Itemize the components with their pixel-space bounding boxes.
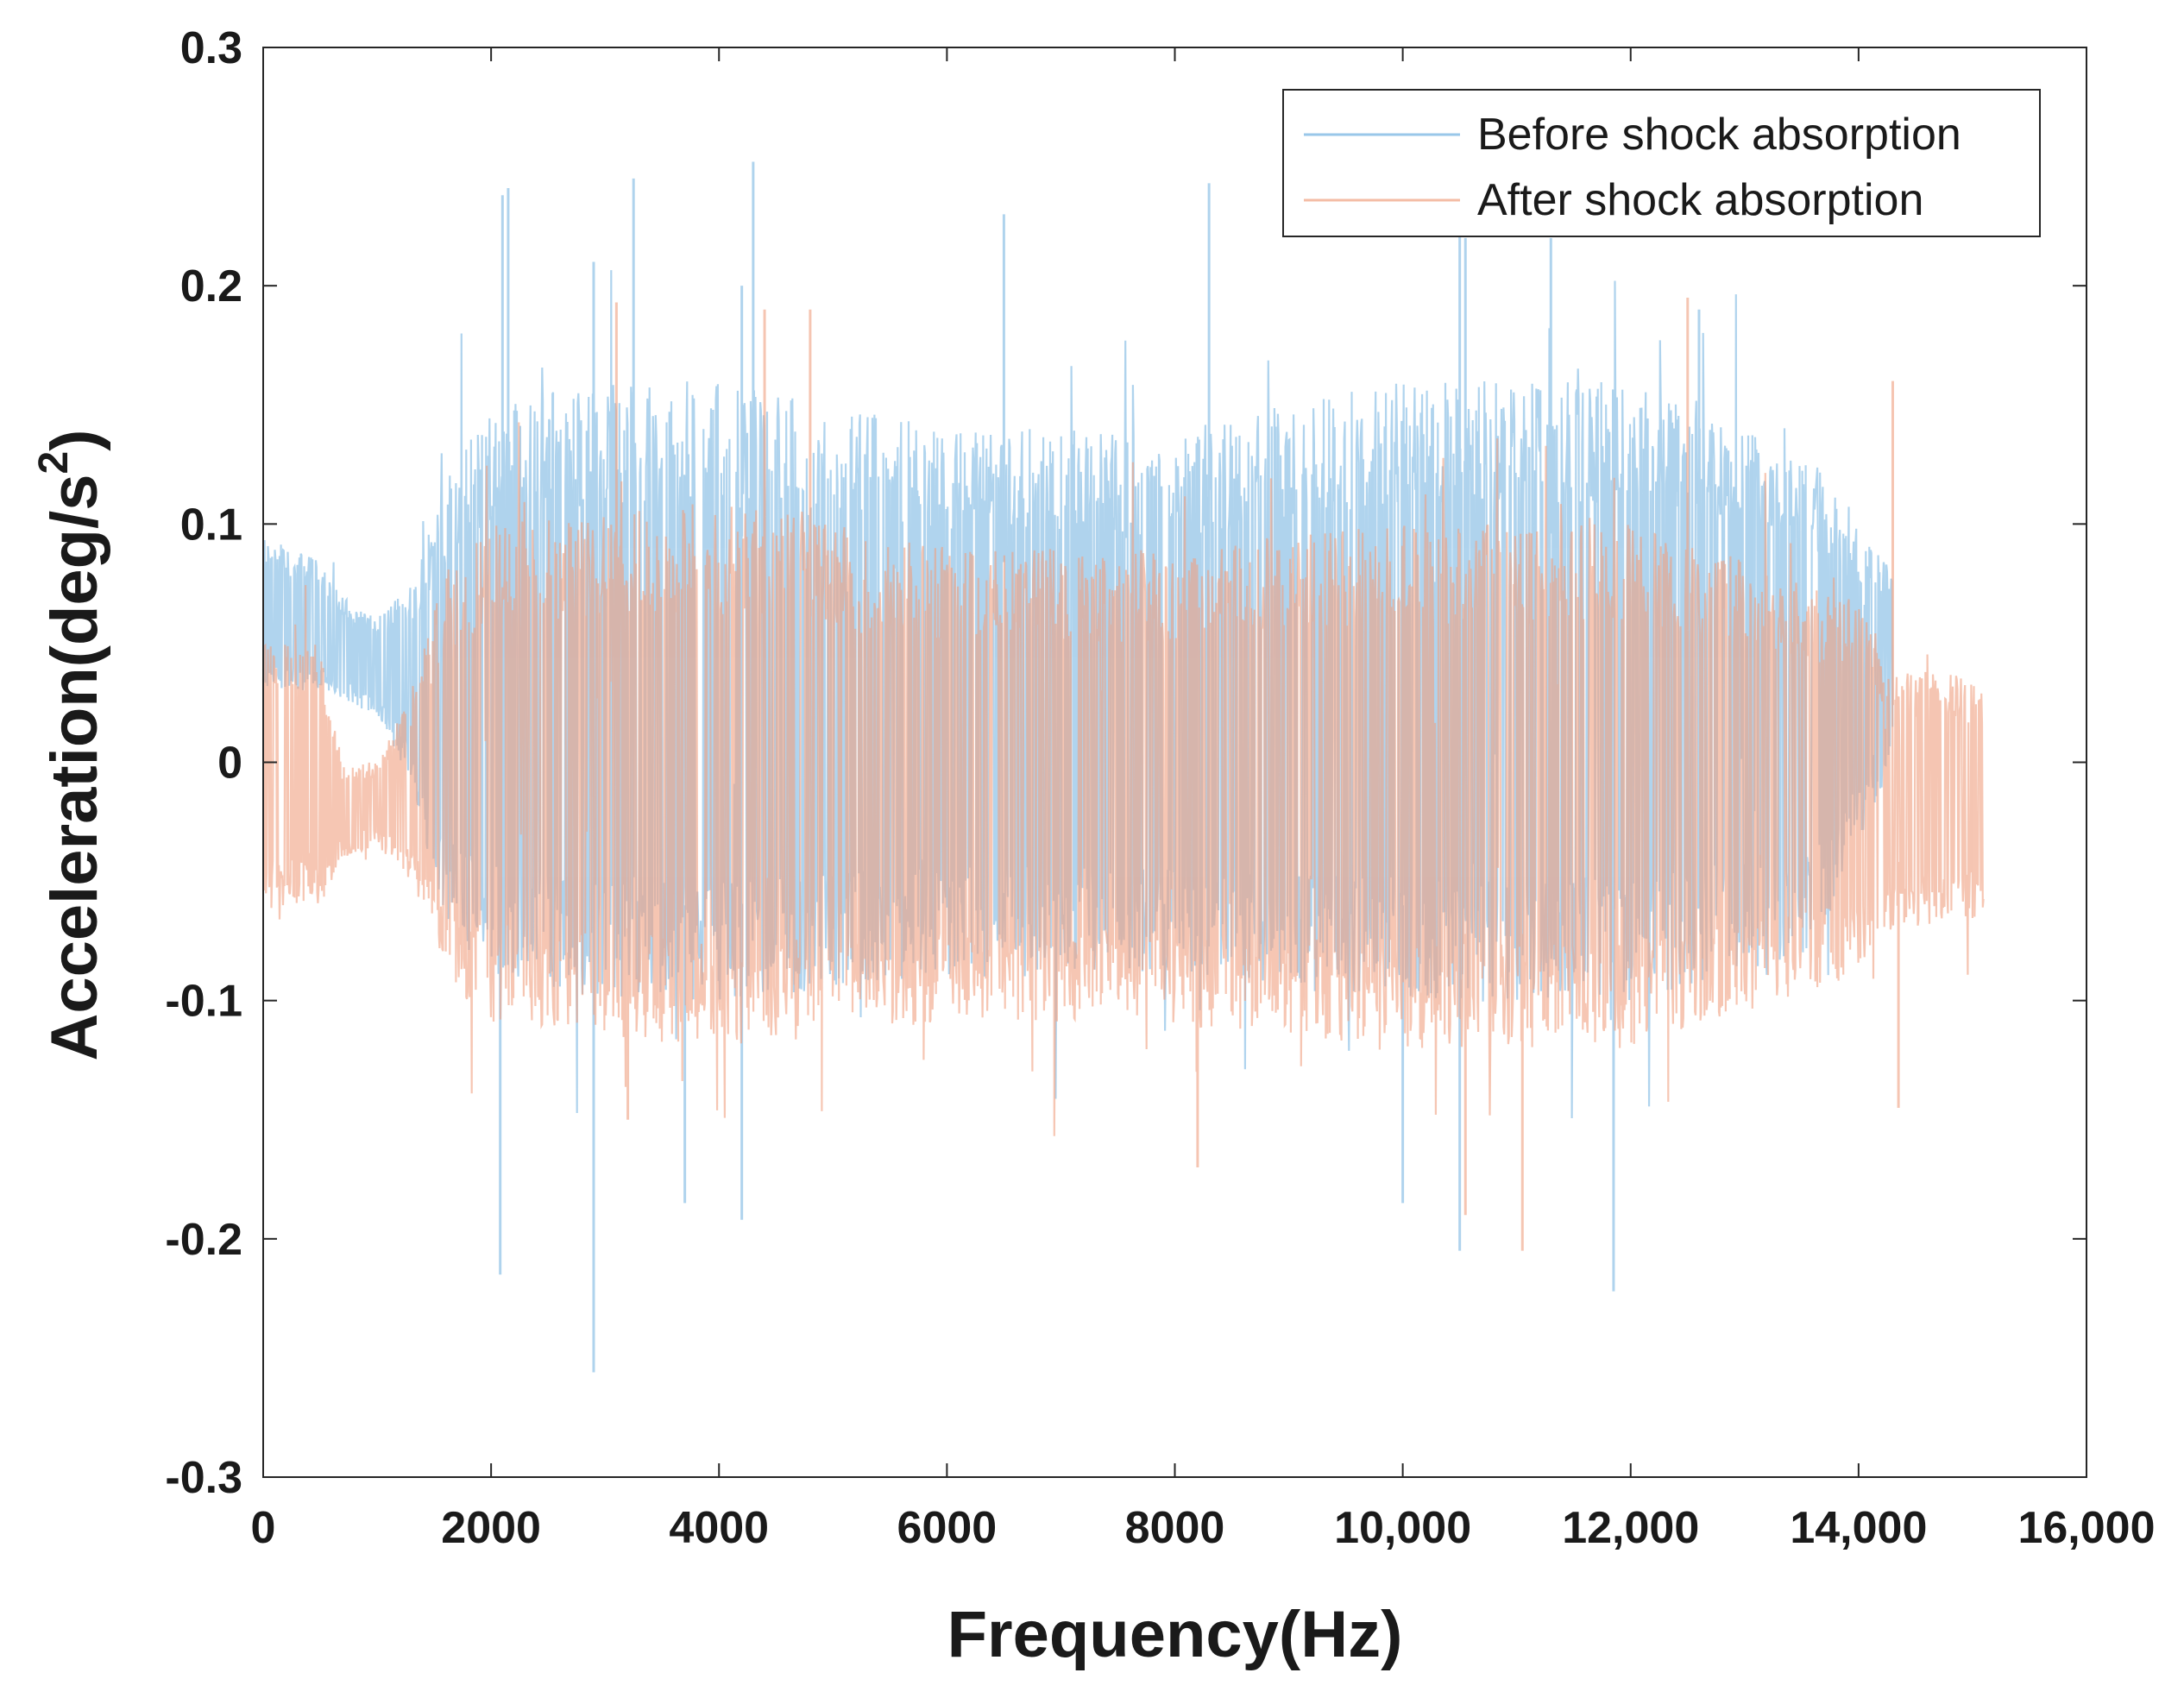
y-tick-label: 0.1 [180,500,242,550]
x-tick-label: 0 [251,1503,276,1553]
x-tick-label: 10,000 [1334,1503,1471,1553]
x-tick-label: 12,000 [1562,1503,1699,1553]
x-tick-label: 8000 [1125,1503,1225,1553]
y-axis-title-main: Acceleration(deg/s [38,475,111,1061]
series-before-shock-absorption [261,161,1894,1373]
y-tick-label: 0 [217,739,242,789]
x-tick-label: 6000 [897,1503,998,1553]
y-axis-title-superscript: 2 [31,451,77,475]
legend-label-before: Before shock absorption [1477,110,1961,160]
y-tick-label: 0.3 [180,23,242,73]
y-axis-title-close: ) [38,429,111,450]
y-tick-label: -0.2 [165,1215,242,1265]
x-tick-label: 16,000 [2017,1503,2155,1553]
y-tick-label: -0.1 [165,977,242,1027]
y-tick-label: 0.2 [180,261,242,311]
x-tick-label: 4000 [669,1503,769,1553]
series-after-shock-absorption [261,297,1985,1251]
y-tick-label: -0.3 [165,1453,242,1503]
legend-box [1282,89,2041,237]
x-axis-title: Frequency(Hz) [947,1598,1403,1671]
y-axis-title: Acceleration(deg/s2) [31,429,111,1060]
x-tick-label: 14,000 [1790,1503,1927,1553]
series-line [261,422,1985,1136]
legend-label-after: After shock absorption [1477,175,1923,225]
x-tick-label: 2000 [441,1503,541,1553]
